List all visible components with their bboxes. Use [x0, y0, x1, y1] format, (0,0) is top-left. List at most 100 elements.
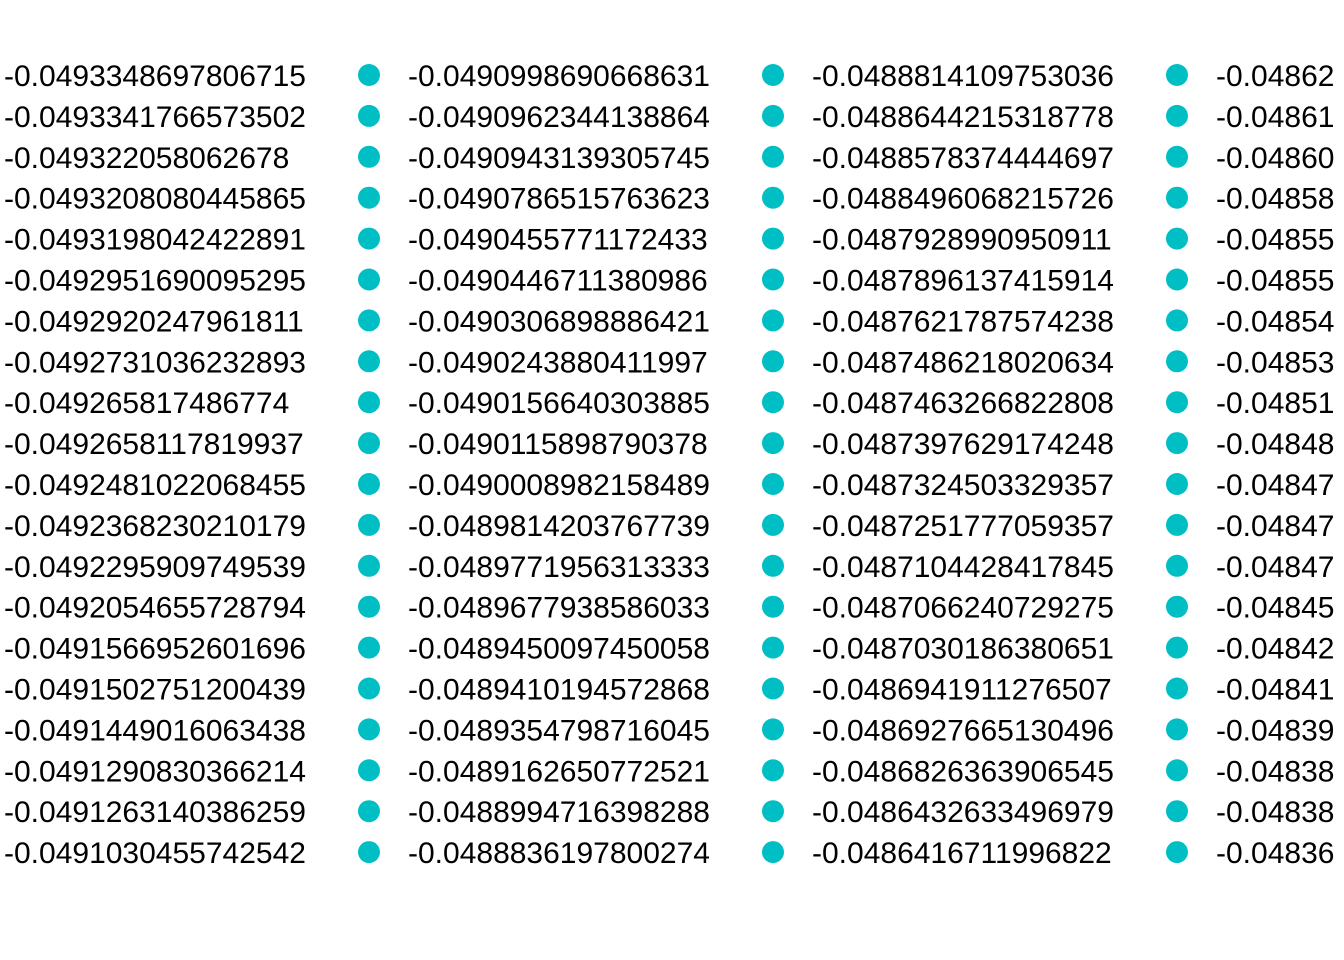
legend-marker [762, 145, 784, 168]
legend-label: -0.0491290830366214 [4, 755, 306, 788]
legend-label: -0.04836 [1216, 837, 1334, 870]
legend-column-2: -0.0490998690668631 -0.0490962344138864 -0… [408, 60, 784, 870]
legend-marker [358, 473, 380, 495]
legend-label: -0.0487324503329357 [812, 469, 1114, 502]
legend-label: -0.0487486218020634 [812, 346, 1114, 379]
legend-label: -0.0492295909749539 [4, 551, 306, 584]
legend-marker [1166, 636, 1188, 659]
legend-label: -0.0490943139305745 [408, 142, 710, 175]
legend-label: -0.04853 [1216, 346, 1334, 379]
legend-label: -0.04838 [1216, 796, 1334, 829]
legend-label: -0.0487397629174248 [812, 428, 1114, 461]
legend-label: -0.0488644215318778 [812, 101, 1114, 134]
legend-label: -0.0491263140386259 [4, 796, 306, 829]
legend-label: -0.0490446711380986 [408, 265, 708, 298]
legend-marker [358, 350, 380, 373]
legend-label: -0.0491030455742542 [4, 837, 306, 870]
legend-label: -0.0491449016063438 [4, 714, 306, 747]
legend-marker [358, 595, 380, 618]
legend-marker [1166, 268, 1188, 291]
legend-marker [762, 268, 784, 291]
legend-label: -0.0490115898790378 [408, 428, 708, 461]
legend-marker [762, 64, 784, 86]
legend-marker [762, 759, 784, 782]
legend-label: -0.0487104428417845 [812, 551, 1114, 584]
legend-label: -0.0490008982158489 [408, 469, 710, 502]
legend-label: -0.0492951690095295 [4, 265, 306, 298]
legend-column-1: -0.0493348697806715 -0.0493341766573502 -0… [4, 60, 380, 870]
legend-label: -0.0489677938586033 [408, 592, 710, 625]
legend-label: -0.049265817486774 [4, 387, 289, 420]
legend-label: -0.0489354798716045 [408, 714, 710, 747]
legend-label: -0.0492054655728794 [4, 592, 306, 625]
legend-marker [762, 473, 784, 495]
legend-marker [762, 718, 784, 741]
legend-marker [1166, 64, 1188, 86]
legend-label: -0.04845 [1216, 592, 1334, 625]
legend-label: -0.0490306898886421 [408, 305, 710, 338]
legend-marker [1166, 104, 1188, 127]
legend-marker [762, 554, 784, 577]
legend-label: -0.0488578374444697 [812, 142, 1114, 175]
legend-column-3: -0.0488814109753036 -0.0488644215318778 -0… [812, 60, 1188, 870]
legend-label: -0.0486432633496979 [812, 796, 1114, 829]
legend-marker [1166, 677, 1188, 700]
legend-marker [1166, 800, 1188, 823]
legend-label: -0.0490243880411997 [408, 346, 708, 379]
legend-marker [1166, 513, 1188, 536]
legend-marker [762, 309, 784, 332]
legend-label: -0.0488496068215726 [812, 183, 1114, 216]
legend-label: -0.0493208080445865 [4, 183, 306, 216]
legend-marker [762, 636, 784, 659]
legend-marker [358, 104, 380, 127]
legend-label: -0.0489162650772521 [408, 755, 710, 788]
legend-marker [762, 432, 784, 455]
legend-marker [762, 677, 784, 700]
legend-marker [358, 145, 380, 168]
legend-marker [762, 595, 784, 618]
legend-label: -0.04842 [1216, 633, 1334, 666]
legend-marker [358, 554, 380, 577]
legend-marker [762, 350, 784, 373]
legend-marker [762, 841, 784, 864]
legend-label: -0.0487621787574238 [812, 305, 1114, 338]
legend-label: -0.04861 [1216, 101, 1334, 134]
legend-label: -0.0490786515763623 [408, 183, 710, 216]
legend-label: -0.0490962344138864 [408, 101, 710, 134]
legend-marker [1166, 432, 1188, 455]
legend-label: -0.0487463266822808 [812, 387, 1114, 420]
legend-marker [1166, 841, 1188, 864]
legend-label: -0.04847 [1216, 469, 1334, 502]
legend-label: -0.049322058062678 [4, 142, 289, 175]
legend-marker [1166, 554, 1188, 577]
legend-label: -0.0491566952601696 [4, 633, 306, 666]
legend-label: -0.04848 [1216, 428, 1334, 461]
legend-label: -0.0488814109753036 [812, 60, 1114, 93]
legend-label: -0.0490455771172433 [408, 224, 708, 257]
legend-label: -0.0488836197800274 [408, 837, 710, 870]
legend-marker [1166, 473, 1188, 495]
legend-label: -0.0487030186380651 [812, 633, 1114, 666]
legend-label: -0.04858 [1216, 183, 1334, 216]
legend-label: -0.04839 [1216, 714, 1334, 747]
legend-label: -0.0489450097450058 [408, 633, 710, 666]
legend-label: -0.0487928990950911 [812, 224, 1112, 257]
legend-label: -0.0486941911276507 [812, 674, 1112, 707]
legend-label: -0.04851 [1216, 387, 1334, 420]
legend-marker [762, 391, 784, 414]
legend-marker [358, 64, 380, 86]
legend-label: -0.04847 [1216, 551, 1334, 584]
legend-label: -0.0489410194572868 [408, 674, 710, 707]
legend-marker [762, 186, 784, 209]
legend-marker [1166, 595, 1188, 618]
legend-label: -0.0490998690668631 [408, 60, 710, 93]
legend-marker [358, 186, 380, 209]
legend-marker [1166, 391, 1188, 414]
legend-label: -0.0493341766573502 [4, 101, 306, 134]
legend-marker [1166, 759, 1188, 782]
legend-marker [1166, 145, 1188, 168]
legend-marker [358, 800, 380, 823]
legend-marker [762, 104, 784, 127]
legend-marker [358, 677, 380, 700]
legend-label: -0.04854 [1216, 305, 1334, 338]
